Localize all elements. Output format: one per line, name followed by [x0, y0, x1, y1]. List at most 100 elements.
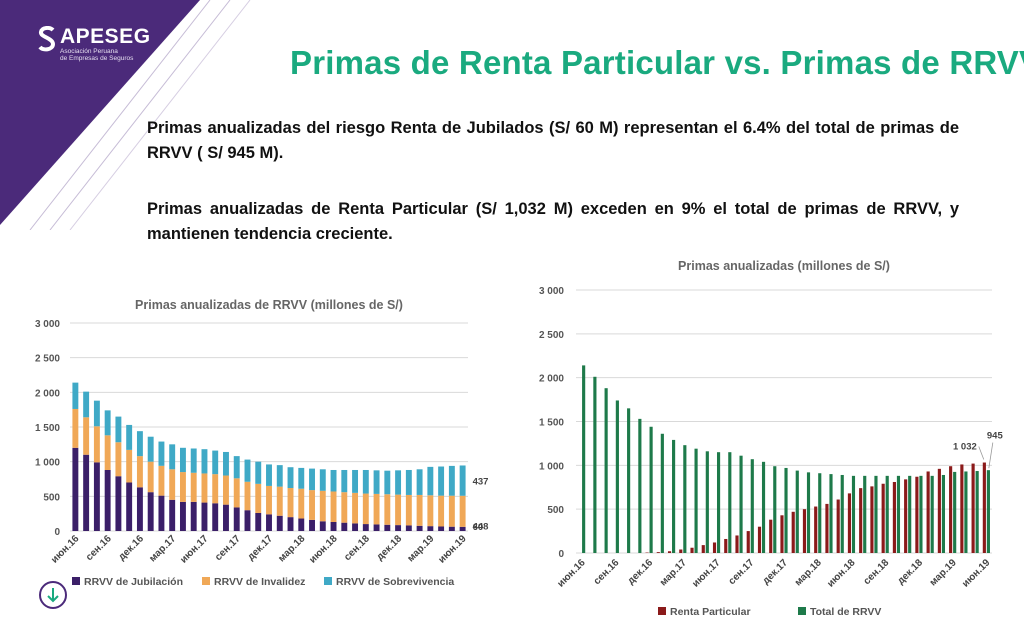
legend-swatch: [72, 577, 80, 585]
bar-total-rrvv: [638, 418, 642, 553]
bar-jubilacion: [147, 492, 154, 531]
bar-total-rrvv: [705, 451, 709, 553]
bar-total-rrvv: [818, 473, 822, 553]
bar-invalidez: [352, 492, 359, 524]
bar-jubilacion: [330, 521, 337, 531]
bar-total-rrvv: [941, 474, 946, 553]
bar-invalidez: [276, 486, 283, 516]
bar-sobrevivencia: [126, 424, 133, 450]
page-title: Primas de Renta Particular vs. Primas de…: [290, 44, 1024, 81]
bar-renta-particular: [960, 464, 964, 553]
legend-swatch: [324, 577, 332, 585]
bar-total-rrvv: [908, 475, 912, 553]
bar-jubilacion: [126, 482, 133, 531]
bar-total-rrvv: [863, 475, 867, 553]
x-tick-label: дек.16: [626, 557, 656, 587]
bar-jubilacion: [341, 522, 348, 531]
legend-label: RRVV de Jubilación: [84, 576, 183, 588]
bar-sobrevivencia: [459, 465, 466, 496]
bar-invalidez: [212, 474, 219, 504]
bar-jubilacion: [384, 524, 391, 531]
bar-renta-particular: [904, 479, 908, 553]
bar-total-rrvv: [582, 365, 586, 553]
bar-renta-particular: [825, 503, 829, 553]
bar-total-rrvv: [930, 475, 934, 553]
bar-renta-particular: [656, 552, 660, 553]
bar-jubilacion: [136, 487, 143, 531]
bar-invalidez: [255, 483, 262, 513]
bar-sobrevivencia: [330, 469, 337, 492]
y-tick-label: 2 500: [539, 330, 564, 341]
data-label-invalidez: 448: [473, 521, 489, 532]
bar-jubilacion: [190, 501, 197, 531]
scroll-down-button[interactable]: [38, 580, 68, 610]
bar-renta-particular: [847, 493, 852, 553]
x-tick-label: июн.17: [690, 557, 723, 590]
bar-sobrevivencia: [136, 431, 143, 457]
bar-renta-particular: [870, 486, 874, 553]
x-tick-label: мар.19: [405, 533, 436, 564]
bar-jubilacion: [104, 469, 111, 531]
bar-renta-particular: [802, 509, 807, 553]
bar-invalidez: [179, 472, 186, 502]
bar-sobrevivencia: [147, 436, 154, 462]
bar-sobrevivencia: [438, 466, 445, 496]
bar-sobrevivencia: [319, 469, 326, 491]
x-tick-label: мар.18: [793, 557, 824, 588]
bar-renta-particular: [701, 545, 705, 553]
bar-invalidez: [309, 490, 315, 520]
bar-total-rrvv: [851, 475, 856, 553]
y-tick-label: 0: [558, 549, 564, 560]
bar-jubilacion: [298, 518, 305, 531]
bar-total-rrvv: [919, 475, 923, 553]
bar-invalidez: [384, 494, 391, 525]
bar-sobrevivencia: [93, 400, 100, 427]
bar-invalidez: [147, 461, 154, 493]
bar-jubilacion: [287, 517, 294, 531]
x-tick-label: июн.16: [555, 557, 588, 590]
x-tick-label: сен.18: [862, 557, 892, 587]
bar-invalidez: [266, 485, 272, 515]
bar-sobrevivencia: [169, 444, 176, 470]
x-tick-label: дек.18: [375, 533, 405, 563]
bar-sobrevivencia: [104, 410, 111, 436]
bar-invalidez: [72, 408, 79, 448]
legend-label: Renta Particular: [670, 606, 751, 618]
bar-jubilacion: [276, 515, 283, 531]
bar-invalidez: [244, 481, 251, 511]
x-tick-label: дек.16: [116, 533, 146, 563]
primas-comparison-chart: Primas anualizadas (millones de S/) 3 000…: [539, 259, 1003, 618]
bar-sobrevivencia: [266, 464, 272, 486]
logo-name: APESEG: [60, 25, 151, 48]
bar-invalidez: [362, 493, 369, 525]
bar-sobrevivencia: [405, 469, 412, 495]
bar-jubilacion: [266, 514, 272, 531]
bar-total-rrvv: [615, 400, 619, 553]
bar-sobrevivencia: [287, 467, 294, 489]
bar-jubilacion: [395, 525, 402, 531]
bar-renta-particular: [982, 462, 986, 553]
bar-invalidez: [448, 495, 455, 527]
bar-renta-particular: [690, 547, 694, 553]
bar-sobrevivencia: [416, 469, 423, 495]
bar-sobrevivencia: [298, 467, 305, 489]
y-tick-label: 500: [547, 505, 564, 516]
bar-jubilacion: [255, 512, 262, 531]
bar-jubilacion: [405, 525, 412, 531]
legend-swatch: [202, 577, 210, 585]
bar-invalidez: [115, 442, 122, 477]
bar-sobrevivencia: [373, 470, 380, 494]
bar-invalidez: [233, 478, 240, 508]
paragraph-renta-particular: Primas anualizadas de Renta Particular (…: [147, 200, 959, 243]
bar-jubilacion: [83, 454, 90, 531]
bar-jubilacion: [158, 495, 165, 531]
bar-jubilacion: [319, 521, 326, 531]
bar-renta-particular: [892, 481, 896, 553]
x-tick-label: июн.19: [960, 557, 993, 590]
bar-sobrevivencia: [223, 451, 229, 476]
bar-sobrevivencia: [233, 456, 240, 479]
bar-total-rrvv: [739, 455, 743, 553]
bar-sobrevivencia: [341, 469, 348, 493]
bar-total-rrvv: [694, 448, 698, 553]
bar-sobrevivencia: [395, 470, 402, 495]
